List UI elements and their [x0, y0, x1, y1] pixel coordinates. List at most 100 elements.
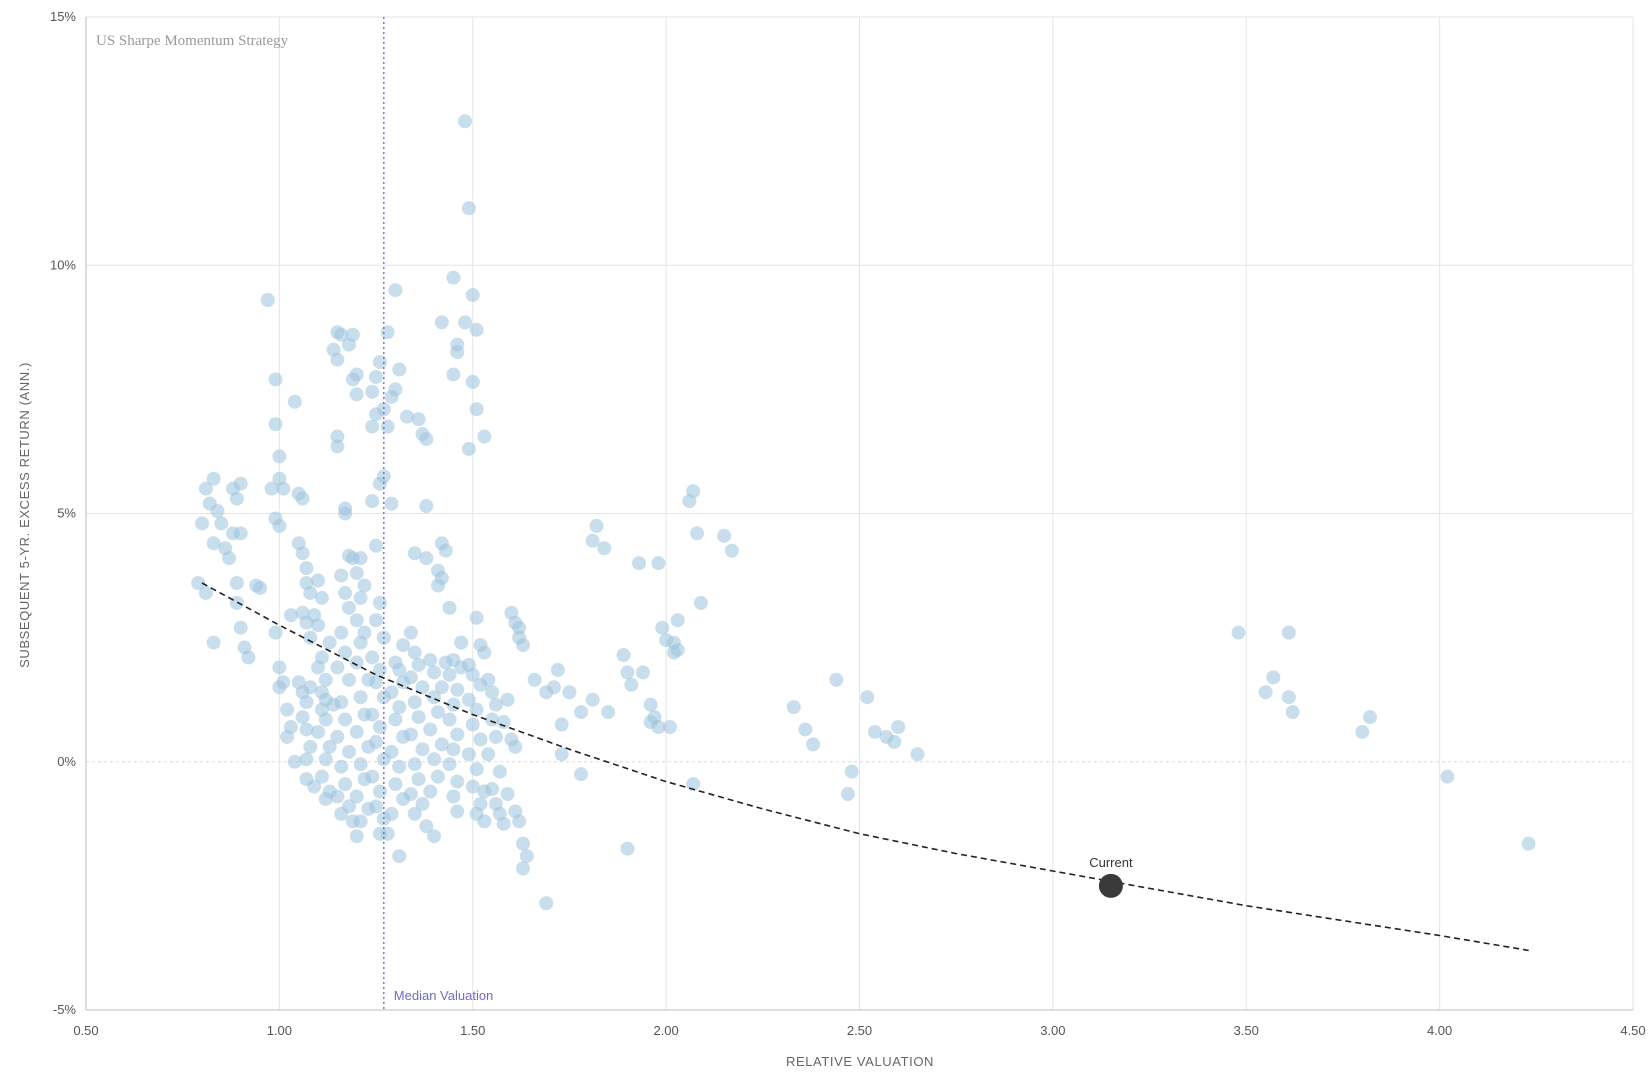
- scatter-point: [450, 727, 465, 742]
- scatter-point: [724, 543, 739, 558]
- scatter-point: [191, 576, 206, 591]
- scatter-point: [365, 384, 380, 399]
- scatter-point: [322, 739, 337, 754]
- scatter-point: [365, 769, 380, 784]
- scatter-point: [469, 702, 484, 717]
- scatter-point: [299, 722, 314, 737]
- scatter-point: [384, 496, 399, 511]
- scatter-point: [403, 727, 418, 742]
- scatter-point: [670, 613, 685, 628]
- scatter-point: [461, 441, 476, 456]
- scatter-point: [601, 705, 616, 720]
- scatter-point: [318, 712, 333, 727]
- scatter-point: [318, 752, 333, 767]
- scatter-point: [500, 692, 515, 707]
- scatter-point: [341, 600, 356, 615]
- scatter-point: [477, 814, 492, 829]
- scatter-point: [233, 476, 248, 491]
- scatter-point: [427, 829, 442, 844]
- scatter-point: [369, 675, 384, 690]
- scatter-point: [280, 729, 295, 744]
- scatter-point: [485, 712, 500, 727]
- scatter-point: [295, 491, 310, 506]
- scatter-point: [1521, 836, 1536, 851]
- scatter-point: [299, 695, 314, 710]
- scatter-point: [407, 546, 422, 561]
- scatter-point: [384, 685, 399, 700]
- scatter-point: [396, 638, 411, 653]
- scatter-point: [341, 672, 356, 687]
- scatter-point: [388, 712, 403, 727]
- scatter-point: [450, 345, 465, 360]
- scatter-point: [318, 672, 333, 687]
- scatter-point: [620, 841, 635, 856]
- fit-layer: [201, 582, 1529, 952]
- scatter-point: [295, 546, 310, 561]
- x-tick-label: 2.50: [847, 1023, 872, 1038]
- scatter-point: [299, 561, 314, 576]
- scatter-point: [485, 685, 500, 700]
- scatter-point: [369, 799, 384, 814]
- x-tick-label: 2.00: [653, 1023, 678, 1038]
- scatter-point: [454, 635, 469, 650]
- x-tick-label: 3.00: [1040, 1023, 1065, 1038]
- scatter-point: [411, 657, 426, 672]
- scatter-point: [407, 806, 422, 821]
- scatter-point: [372, 595, 387, 610]
- scatter-point: [481, 672, 496, 687]
- scatter-point: [411, 772, 426, 787]
- scatter-point: [446, 789, 461, 804]
- scatter-point: [407, 645, 422, 660]
- scatter-point: [268, 372, 283, 387]
- scatter-point: [272, 660, 287, 675]
- scatter-point: [806, 737, 821, 752]
- scatter-point: [388, 382, 403, 397]
- scatter-point: [229, 576, 244, 591]
- scatter-point: [891, 719, 906, 734]
- scatter-point: [353, 814, 368, 829]
- scatter-point: [461, 747, 476, 762]
- scatter-point: [1440, 769, 1455, 784]
- scatter-point: [527, 672, 542, 687]
- scatter-point: [690, 526, 705, 541]
- scatter-point: [349, 789, 364, 804]
- scatter-point: [198, 481, 213, 496]
- x-tick-label: 1.50: [460, 1023, 485, 1038]
- scatter-point: [206, 536, 221, 551]
- scatter-point: [334, 625, 349, 640]
- scatter-point: [369, 538, 384, 553]
- scatter-point: [353, 690, 368, 705]
- scatter-point: [349, 724, 364, 739]
- scatter-point: [338, 777, 353, 792]
- scatter-point: [214, 516, 229, 531]
- scatter-point: [338, 585, 353, 600]
- scatter-point: [438, 543, 453, 558]
- scatter-point: [829, 672, 844, 687]
- scatter-point: [357, 578, 372, 593]
- x-axis-title: RELATIVE VALUATION: [786, 1054, 934, 1069]
- scatter-point: [442, 667, 457, 682]
- scatter-point: [488, 697, 503, 712]
- scatter-point: [334, 327, 349, 342]
- scatter-point: [1281, 625, 1296, 640]
- scatter-point: [643, 697, 658, 712]
- scatter-point: [1266, 670, 1281, 685]
- scatter-point: [550, 662, 565, 677]
- scatter-point: [392, 700, 407, 715]
- scatter-point: [272, 680, 287, 695]
- scatter-point: [469, 762, 484, 777]
- scatter-point: [334, 759, 349, 774]
- scatter-point: [268, 417, 283, 432]
- scatter-point: [473, 732, 488, 747]
- scatter-point: [887, 734, 902, 749]
- scatter-point: [450, 774, 465, 789]
- scatter-point: [210, 504, 225, 519]
- scatter-point: [338, 506, 353, 521]
- scatter-point: [365, 650, 380, 665]
- scatter-point: [442, 712, 457, 727]
- scatter-point: [465, 779, 480, 794]
- scatter-point: [434, 680, 449, 695]
- scatter-point: [686, 484, 701, 499]
- scatter-point: [376, 402, 391, 417]
